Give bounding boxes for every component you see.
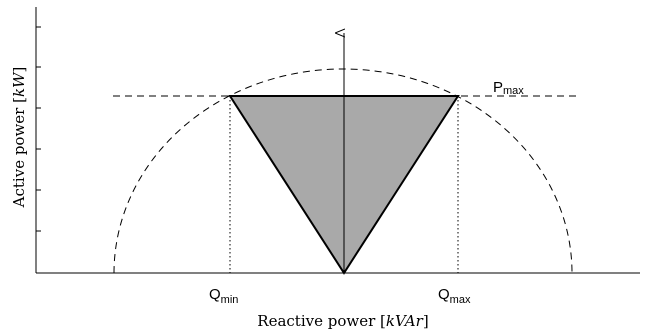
p-max-label: Pmax: [493, 79, 524, 97]
q-max-label: Qmax: [438, 286, 471, 306]
q-min-label: Qmin: [209, 286, 238, 306]
y-axis-label: Active power [kW]: [10, 67, 28, 209]
capability-semicircle: [113, 68, 573, 274]
x-axis-label: Reactive power [kVAr]: [257, 312, 428, 330]
y-axis-ticks: [36, 26, 41, 232]
